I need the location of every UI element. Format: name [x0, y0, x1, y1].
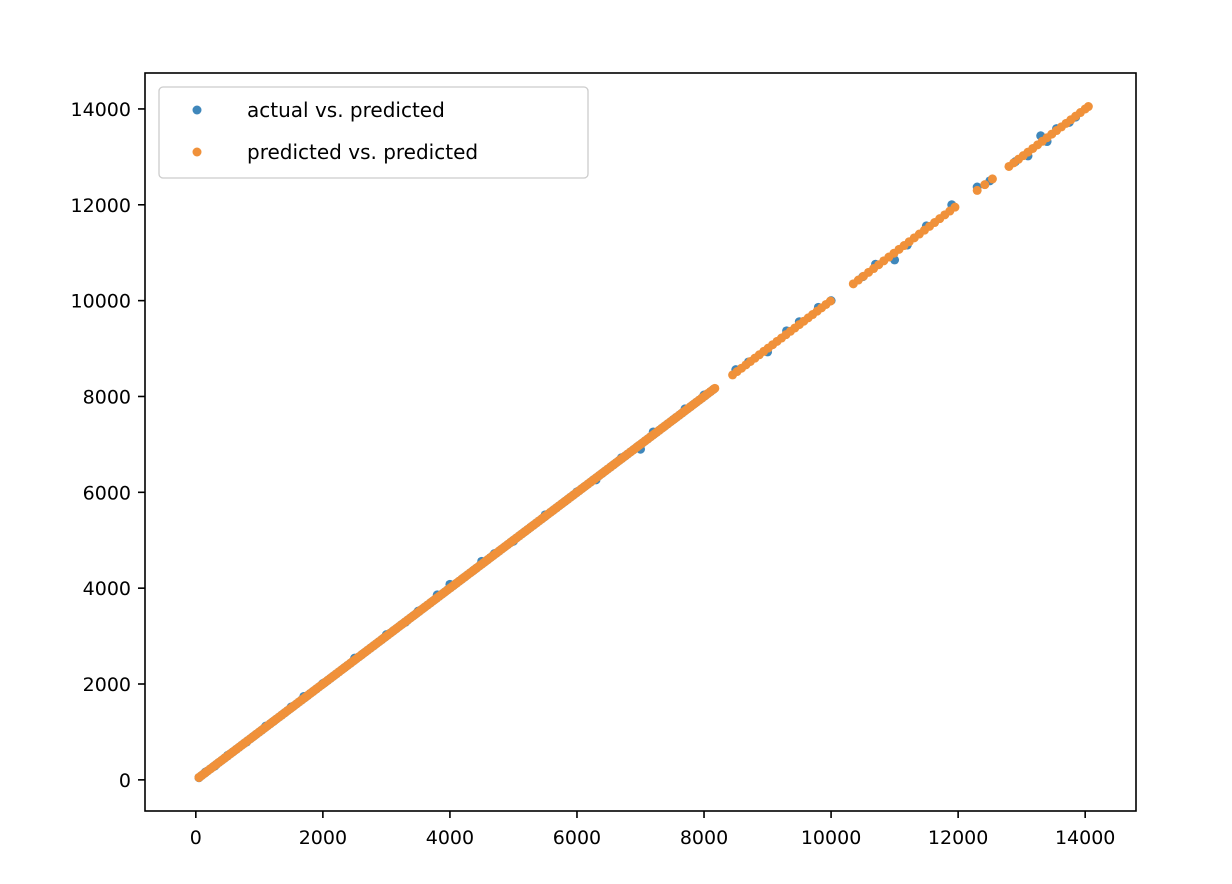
plot-frame: [144, 72, 1137, 812]
predicted-point: [194, 772, 204, 782]
x-tick-label: 8000: [680, 827, 728, 849]
x-tick-label: 0: [190, 827, 202, 849]
legend-label: predicted vs. predicted: [247, 140, 478, 164]
y-tick-label: 12000: [71, 195, 131, 217]
legend: actual vs. predicted predicted vs. predic…: [158, 86, 589, 179]
y-tick-label: 6000: [83, 482, 131, 504]
predicted-point: [950, 202, 960, 212]
predicted-point: [980, 180, 990, 190]
y-tick-label: 4000: [83, 578, 131, 600]
predicted-point: [987, 174, 997, 184]
x-tick-label: 12000: [928, 827, 988, 849]
legend-marker: [192, 147, 202, 157]
predicted-point: [710, 383, 720, 393]
legend-box: [158, 86, 589, 179]
x-tick-label: 14000: [1055, 827, 1115, 849]
x-tick-label: 6000: [553, 827, 601, 849]
points-layer: [194, 102, 1093, 783]
predicted-point: [825, 296, 835, 306]
predicted-point: [1083, 102, 1093, 112]
predicted-point: [972, 185, 982, 195]
y-tick-label: 8000: [83, 386, 131, 408]
y-tick-label: 14000: [71, 99, 131, 121]
y-tick-label: 2000: [83, 674, 131, 696]
y-tick-label: 10000: [71, 291, 131, 313]
axes-layer: 0 2000 4000 6000 8000 10000 12000 14000 0 2000 400…: [71, 72, 1137, 849]
x-tick-label: 4000: [426, 827, 474, 849]
x-tick-label: 2000: [299, 827, 347, 849]
y-tick-label: 0: [119, 770, 131, 792]
x-tick-label: 10000: [801, 827, 861, 849]
legend-label: actual vs. predicted: [247, 98, 445, 122]
legend-marker: [192, 105, 202, 115]
